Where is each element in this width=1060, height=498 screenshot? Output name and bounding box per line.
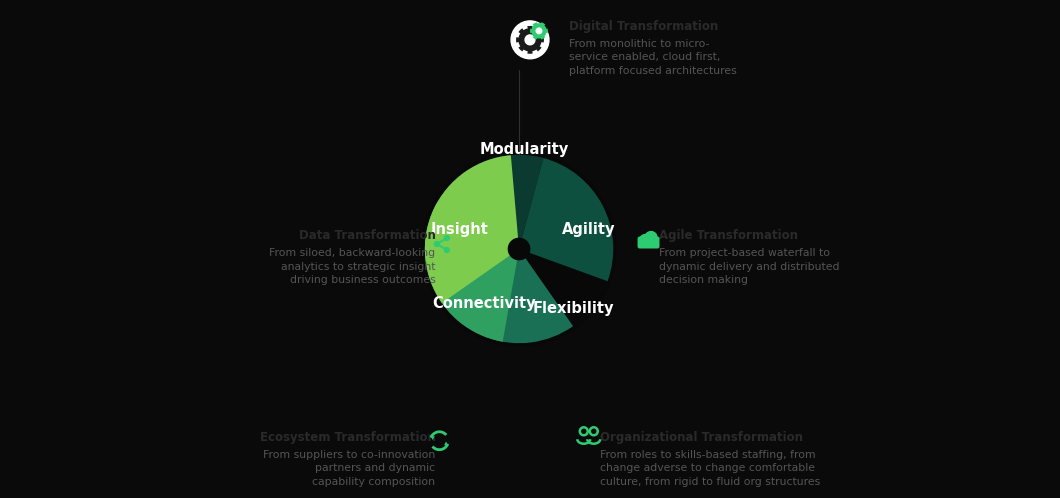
Circle shape <box>519 29 541 51</box>
FancyBboxPatch shape <box>637 237 659 249</box>
Polygon shape <box>518 46 525 51</box>
Polygon shape <box>541 35 545 39</box>
Text: Organizational Transformation: Organizational Transformation <box>600 431 802 444</box>
Wedge shape <box>428 251 573 343</box>
Text: From siloed, backward-looking
analytics to strategic insight
driving business ou: From siloed, backward-looking analytics … <box>269 248 436 285</box>
Polygon shape <box>532 35 537 39</box>
Polygon shape <box>541 22 545 26</box>
Circle shape <box>536 28 542 34</box>
Polygon shape <box>516 37 519 42</box>
Polygon shape <box>518 28 525 34</box>
Polygon shape <box>541 37 544 42</box>
Text: From project-based waterfall to
dynamic delivery and distributed
decision making: From project-based waterfall to dynamic … <box>659 248 840 285</box>
Circle shape <box>422 152 616 346</box>
Text: From roles to skills-based staffing, from
change adverse to change comfortable
c: From roles to skills-based staffing, fro… <box>600 450 820 487</box>
Polygon shape <box>444 441 447 445</box>
Text: Modularity: Modularity <box>479 142 568 157</box>
Text: Ecosystem Transformation: Ecosystem Transformation <box>260 431 436 444</box>
Text: Flexibility: Flexibility <box>533 301 615 316</box>
Text: Connectivity: Connectivity <box>432 296 536 311</box>
Circle shape <box>646 232 657 244</box>
Wedge shape <box>425 202 517 342</box>
Polygon shape <box>535 46 542 51</box>
Text: Agility: Agility <box>562 222 616 237</box>
Text: Insight: Insight <box>430 222 489 237</box>
Circle shape <box>532 24 546 38</box>
Wedge shape <box>425 155 518 303</box>
Circle shape <box>640 235 650 245</box>
Circle shape <box>511 21 549 59</box>
Circle shape <box>435 242 439 247</box>
Text: Data Transformation: Data Transformation <box>299 229 436 242</box>
Wedge shape <box>522 158 614 281</box>
Polygon shape <box>530 28 533 33</box>
Polygon shape <box>545 28 548 33</box>
Text: Agile Transformation: Agile Transformation <box>659 229 798 242</box>
Polygon shape <box>527 50 533 54</box>
Polygon shape <box>532 22 537 26</box>
Circle shape <box>525 35 535 45</box>
Text: Digital Transformation: Digital Transformation <box>569 20 718 33</box>
Circle shape <box>444 248 449 252</box>
Text: From suppliers to co-innovation
partners and dynamic
capability composition: From suppliers to co-innovation partners… <box>263 450 436 487</box>
Polygon shape <box>527 26 533 29</box>
Polygon shape <box>431 436 435 440</box>
Polygon shape <box>535 28 542 34</box>
Circle shape <box>509 239 530 259</box>
Circle shape <box>444 236 449 241</box>
Wedge shape <box>425 155 544 248</box>
Text: From monolithic to micro-
service enabled, cloud first,
platform focused archite: From monolithic to micro- service enable… <box>569 39 737 76</box>
